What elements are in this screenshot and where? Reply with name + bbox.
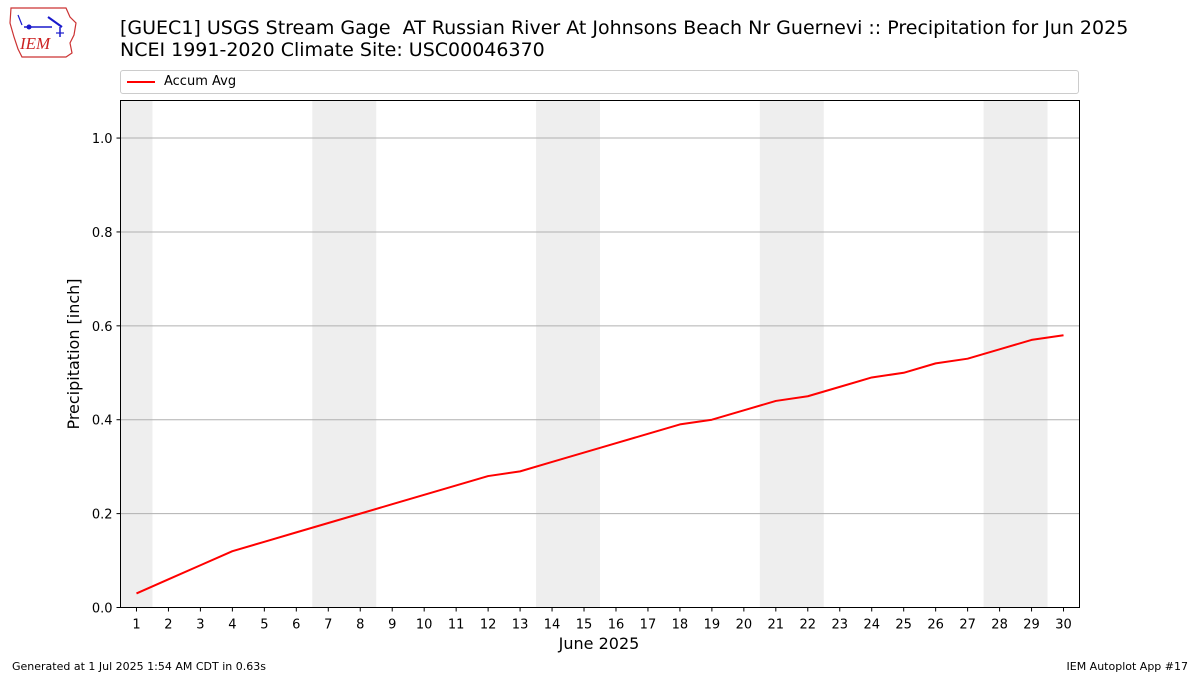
x-tick-label: 19 — [704, 618, 721, 633]
y-tick-label: 0.4 — [92, 414, 113, 429]
x-tick-label: 8 — [356, 618, 364, 633]
weekend-band — [120, 100, 153, 608]
chart-title: [GUEC1] USGS Stream Gage AT Russian Rive… — [120, 17, 1129, 39]
x-tick-label: 2 — [164, 618, 172, 633]
y-tick-label: 0.2 — [92, 508, 113, 523]
x-tick-label: 10 — [416, 618, 433, 633]
x-tick-label: 18 — [672, 618, 689, 633]
y-axis: 0.0 0.2 0.4 0.6 0.8 1.0 — [92, 132, 121, 617]
x-axis-label: June 2025 — [558, 634, 640, 653]
y-tick-label: 0.8 — [92, 226, 113, 241]
weekend-band — [759, 100, 824, 608]
series-layer — [136, 334, 1064, 595]
x-tick-label: 30 — [1055, 618, 1072, 633]
y-tick-label: 1.0 — [92, 132, 113, 147]
x-tick-label: 29 — [1023, 618, 1040, 633]
x-tick-label: 5 — [260, 618, 268, 633]
legend-swatch — [127, 81, 155, 83]
x-tick-label: 14 — [544, 618, 561, 633]
weekend-band — [312, 100, 377, 608]
x-tick-label: 13 — [512, 618, 529, 633]
x-tick-label: 23 — [831, 618, 848, 633]
y-tick-label: 0.6 — [92, 320, 113, 335]
weekend-band — [983, 100, 1048, 608]
x-tick-label: 27 — [959, 618, 976, 633]
weekend-shading — [120, 100, 1048, 608]
x-tick-label: 15 — [576, 618, 593, 633]
x-tick-label: 12 — [480, 618, 497, 633]
x-tick-label: 21 — [768, 618, 785, 633]
x-tick-label: 9 — [388, 618, 396, 633]
x-tick-label: 24 — [863, 618, 880, 633]
x-tick-label: 16 — [608, 618, 625, 633]
chart-subtitle: NCEI 1991-2020 Climate Site: USC00046370 — [120, 39, 545, 61]
legend: Accum Avg — [120, 70, 1079, 94]
series-line-accum-avg — [136, 334, 1064, 595]
y-axis-label: Precipitation [inch] — [64, 278, 83, 429]
footer-generated: Generated at 1 Jul 2025 1:54 AM CDT in 0… — [12, 660, 266, 673]
x-tick-label: 22 — [800, 618, 817, 633]
y-tick-label: 0.0 — [92, 602, 113, 617]
logo-text: IEM — [19, 34, 51, 53]
x-tick-label: 25 — [895, 618, 912, 633]
legend-label: Accum Avg — [164, 74, 237, 89]
iem-logo-icon: IEM — [9, 7, 77, 58]
x-tick-label: 3 — [196, 618, 204, 633]
x-tick-label: 11 — [448, 618, 465, 633]
x-axis: 1 2 3 4 5 6 7 8 9 10 11 12 13 14 15 16 17 18 19 20 21 22 23 24 2… — [132, 607, 1072, 633]
x-tick-label: 7 — [324, 618, 332, 633]
x-tick-label: 6 — [292, 618, 300, 633]
weekend-band — [536, 100, 600, 608]
footer-app: IEM Autoplot App #17 — [1066, 660, 1189, 673]
x-tick-label: 4 — [228, 618, 236, 633]
x-tick-label: 1 — [132, 618, 140, 633]
grid-lines — [120, 137, 1080, 515]
plot-frame — [120, 100, 1080, 608]
x-tick-label: 28 — [991, 618, 1008, 633]
x-tick-label: 20 — [736, 618, 753, 633]
x-tick-label: 26 — [927, 618, 944, 633]
x-tick-label: 17 — [640, 618, 657, 633]
